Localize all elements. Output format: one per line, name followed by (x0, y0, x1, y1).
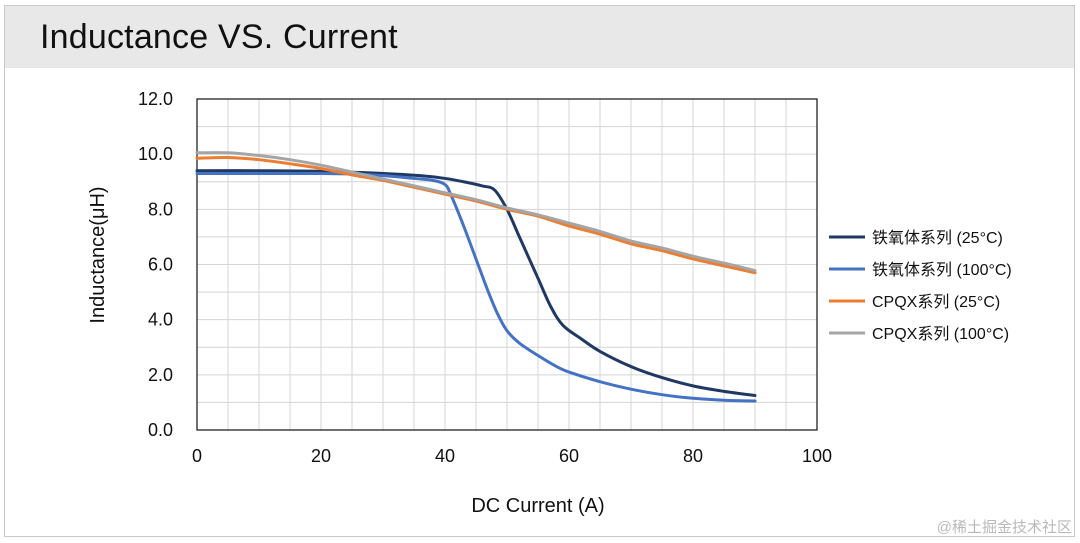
watermark: @稀土掘金技术社区 (936, 519, 1072, 536)
chart-frame: Inductance VS. Current (4, 5, 1075, 537)
y-tick-label: 0.0 (148, 420, 173, 440)
plot-area (196, 98, 818, 431)
series-line-1 (195, 169, 757, 398)
y-tick-label: 4.0 (148, 310, 173, 330)
series-line-4 (195, 151, 757, 273)
legend-label: CPQX系列 (100°C) (872, 325, 1009, 343)
legend-label: 铁氧体系列 (25°C) (872, 229, 1003, 247)
y-tick-label: 2.0 (148, 365, 173, 385)
y-tick-label: 10.0 (138, 144, 173, 164)
y-axis-title: Inductance(μH) (87, 186, 109, 323)
x-tick-label: 80 (683, 446, 703, 466)
x-axis-title: DC Current (A) (471, 495, 604, 517)
legend-label: 铁氧体系列 (100°C) (872, 261, 1012, 279)
y-tick-labels: 0.0 2.0 4.0 6.0 8.0 10.0 12.0 (138, 89, 173, 440)
grid (197, 99, 817, 430)
x-tick-label: 0 (192, 446, 202, 466)
x-tick-labels: 0 20 40 60 80 100 (192, 446, 832, 466)
x-tick-label: 20 (311, 446, 331, 466)
x-tick-label: 100 (802, 446, 832, 466)
x-tick-label: 60 (559, 446, 579, 466)
series-group (195, 151, 757, 403)
legend: 铁氧体系列 (25°C) 铁氧体系列 (100°C) CPQX系列 (25°C) CP… (829, 229, 1012, 343)
legend-label: CPQX系列 (25°C) (872, 293, 1000, 311)
y-tick-label: 8.0 (148, 199, 173, 219)
x-tick-label: 40 (435, 446, 455, 466)
y-tick-label: 12.0 (138, 89, 173, 109)
title-bar: Inductance VS. Current (5, 6, 1074, 68)
chart-title: Inductance VS. Current (40, 18, 398, 56)
series-line-2 (195, 171, 757, 403)
y-tick-label: 6.0 (148, 255, 173, 275)
